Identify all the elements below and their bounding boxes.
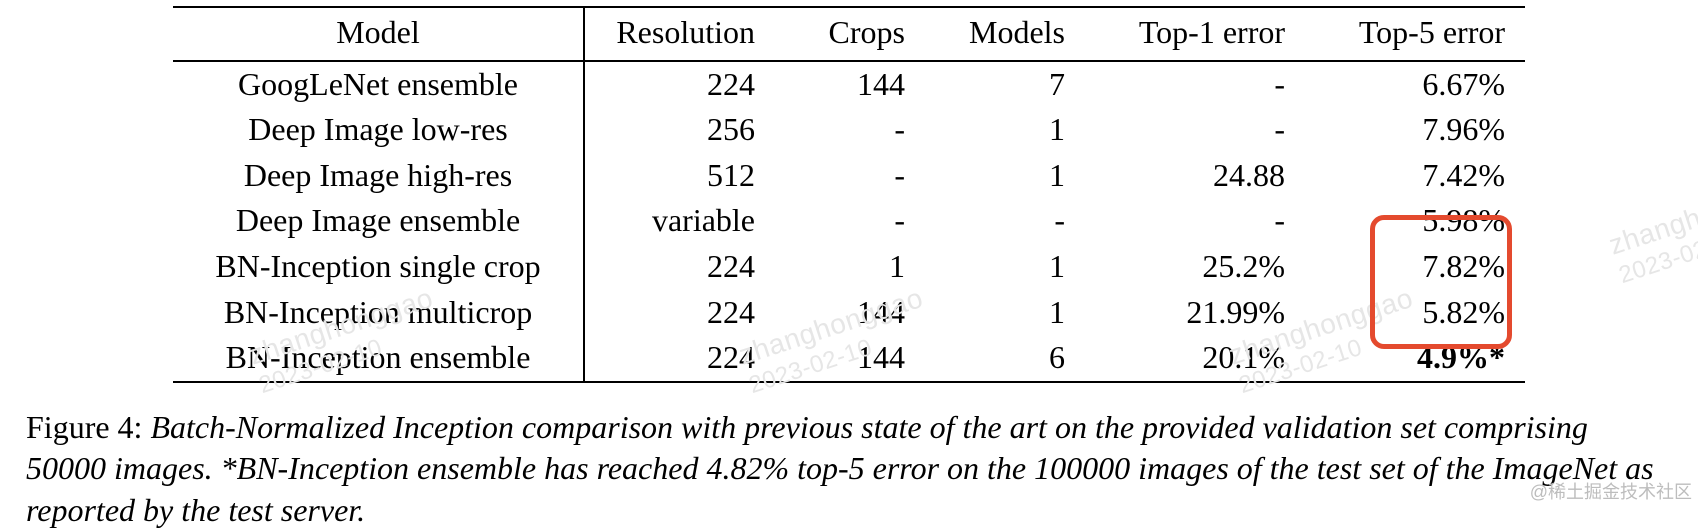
cell-top1: 21.99% (1085, 290, 1305, 336)
table-row: BN-Inception multicrop 224 144 1 21.99% … (173, 290, 1525, 336)
cell-top1: - (1085, 61, 1305, 108)
cell-top5: 7.82% (1305, 244, 1525, 290)
table-row: Deep Image high-res 512 - 1 24.88 7.42% (173, 153, 1525, 199)
cell-top5: 5.98% (1305, 198, 1525, 244)
cell-model: Deep Image ensemble (173, 198, 584, 244)
watermark-line2: 2023-02-10 (1616, 204, 1698, 290)
caption-text: Batch-Normalized Inception comparison wi… (26, 409, 1654, 528)
cell-res: 224 (584, 290, 775, 336)
cell-top5: 7.42% (1305, 153, 1525, 199)
col-header-crops: Crops (775, 7, 925, 61)
cell-models: 1 (925, 244, 1085, 290)
cell-model: Deep Image high-res (173, 153, 584, 199)
cell-models: 1 (925, 153, 1085, 199)
table-header-row: Model Resolution Crops Models Top-1 erro… (173, 7, 1525, 61)
cell-models: 6 (925, 335, 1085, 382)
cell-top5: 7.96% (1305, 107, 1525, 153)
cell-crops: - (775, 153, 925, 199)
watermark-line1: zhanghonggao (1605, 172, 1698, 261)
cell-models: 1 (925, 290, 1085, 336)
cell-crops: 144 (775, 61, 925, 108)
cell-crops: - (775, 107, 925, 153)
col-header-top5: Top-5 error (1305, 7, 1525, 61)
cell-model: GoogLeNet ensemble (173, 61, 584, 108)
cell-top1: - (1085, 107, 1305, 153)
cell-res: 256 (584, 107, 775, 153)
col-header-model: Model (173, 7, 584, 61)
cell-top1: - (1085, 198, 1305, 244)
table-row: Deep Image ensemble variable - - - 5.98% (173, 198, 1525, 244)
table-row: BN-Inception single crop 224 1 1 25.2% 7… (173, 244, 1525, 290)
cell-top1: 20.1% (1085, 335, 1305, 382)
cell-top5: 6.67% (1305, 61, 1525, 108)
cell-model: BN-Inception single crop (173, 244, 584, 290)
col-header-resolution: Resolution (584, 7, 775, 61)
cell-res: 512 (584, 153, 775, 199)
cell-models: 7 (925, 61, 1085, 108)
cell-crops: 1 (775, 244, 925, 290)
cell-res: 224 (584, 61, 775, 108)
footer-credit: @稀土掘金技术社区 (1530, 478, 1692, 504)
watermark: zhanghonggao 2023-02-10 (1605, 172, 1698, 290)
cell-top1: 24.88 (1085, 153, 1305, 199)
col-header-models: Models (925, 7, 1085, 61)
cell-crops: - (775, 198, 925, 244)
cell-crops: 144 (775, 290, 925, 336)
table-row: GoogLeNet ensemble 224 144 7 - 6.67% (173, 61, 1525, 108)
caption-label: Figure 4: (26, 409, 142, 445)
cell-res: 224 (584, 244, 775, 290)
cell-crops: 144 (775, 335, 925, 382)
results-table: Model Resolution Crops Models Top-1 erro… (173, 6, 1525, 383)
cell-top5: 5.82% (1305, 290, 1525, 336)
cell-res: 224 (584, 335, 775, 382)
cell-model: BN-Inception ensemble (173, 335, 584, 382)
col-header-top1: Top-1 error (1085, 7, 1305, 61)
cell-top5: 4.9%* (1305, 335, 1525, 382)
cell-models: 1 (925, 107, 1085, 153)
cell-models: - (925, 198, 1085, 244)
cell-model: Deep Image low-res (173, 107, 584, 153)
table-row: BN-Inception ensemble 224 144 6 20.1% 4.… (173, 335, 1525, 382)
cell-top1: 25.2% (1085, 244, 1305, 290)
cell-res: variable (584, 198, 775, 244)
page-root: zhanghonggao 2023-02-10 zhanghonggao 202… (0, 0, 1698, 510)
figure-caption: Figure 4: Batch-Normalized Inception com… (26, 407, 1672, 532)
cell-model: BN-Inception multicrop (173, 290, 584, 336)
table-row: Deep Image low-res 256 - 1 - 7.96% (173, 107, 1525, 153)
table-body: GoogLeNet ensemble 224 144 7 - 6.67% Dee… (173, 61, 1525, 382)
